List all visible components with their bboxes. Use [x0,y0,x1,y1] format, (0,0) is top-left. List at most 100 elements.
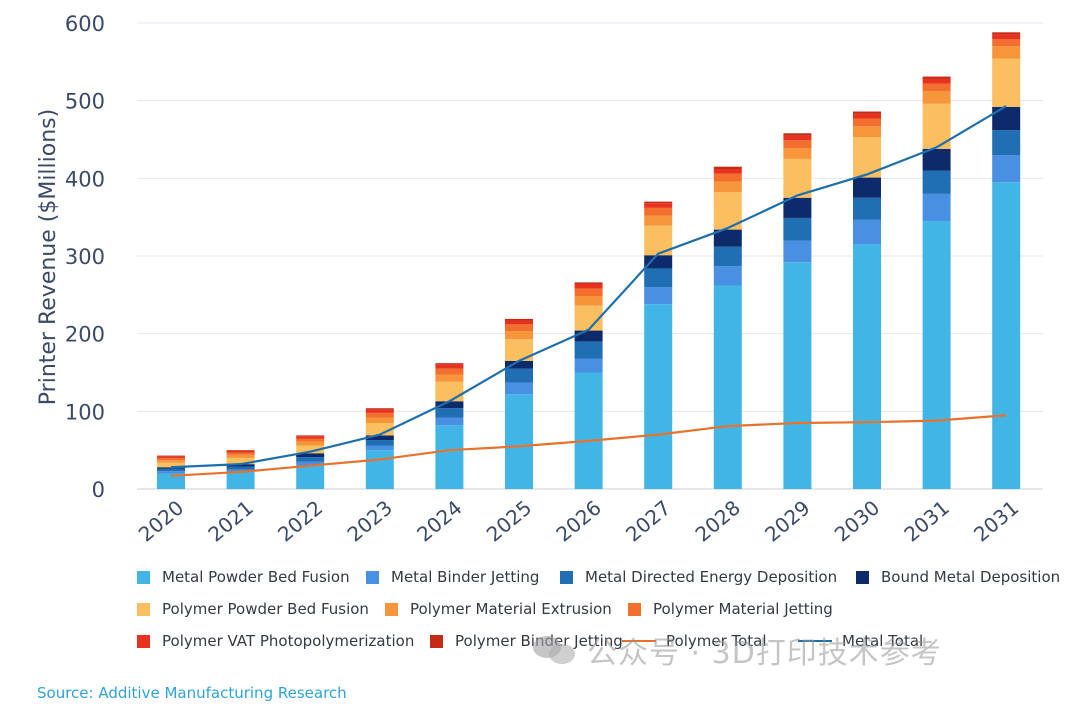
bar-stacks [157,32,1021,490]
bar-segment [157,457,185,461]
bar-segment [713,169,742,174]
bar-segment [296,457,325,462]
bar-segment [783,262,812,489]
bar-segment [157,468,185,472]
bar-segment [574,296,603,306]
bar-segment [435,374,464,382]
bar-segment [157,462,185,468]
wechat-icon [533,634,577,666]
bar-segment [505,394,533,489]
watermark-text: 公众号 · 3D打印技术参考 [587,636,942,671]
bar-segment [435,368,464,375]
bar-segment [435,381,464,402]
bar-segment [505,368,533,383]
bar-segment [505,339,533,361]
bar-segment [853,126,881,138]
x-tick-label: 2024 [412,495,466,546]
bar-segment [296,453,325,458]
bar-segment [505,320,533,325]
bar-segment [365,435,394,441]
bar-segment [296,445,325,454]
bar-segment [922,148,951,171]
bar-segment [644,287,673,305]
bar-segment [435,363,464,365]
bar-segment [853,111,881,114]
series-line [170,414,1007,477]
x-tick-label: 2028 [691,495,745,546]
y-tick-label: 0 [92,478,105,502]
x-tick-label: 2031 [969,495,1023,546]
bar-segment [644,255,673,269]
bar-segment [922,221,951,490]
bar-segment [713,266,742,286]
bar-segment [157,471,185,474]
bar-segment [922,78,951,84]
y-axis-ticks: 0 100 200 300 400 500 600 [65,12,105,502]
bar-segment [226,450,255,451]
bar-segment [853,197,881,220]
bar-segment [574,288,603,297]
bar-segment [435,408,464,418]
x-tick-label: 2022 [273,495,327,546]
bar-segment [922,193,951,222]
bar-segment [296,436,325,439]
y-tick-label: 300 [65,245,105,269]
bar-segment [574,358,603,373]
y-tick-label: 400 [65,167,105,191]
bar-segment [713,181,742,193]
x-tick-label: 2031 [899,495,953,546]
y-axis-label: Printer Revenue ($Millions) [36,109,61,405]
bar-segment [644,203,673,208]
bar-segment [365,445,394,451]
bar-segment [992,32,1021,35]
bar-segment [296,461,325,466]
x-tick-label: 2021 [203,495,257,546]
y-tick-label: 600 [65,12,105,36]
source-note: Source: Additive Manufacturing Research [37,684,347,702]
bar-segment [922,170,951,194]
bar-segment [783,158,812,198]
bar-segment [713,229,742,247]
bar-segment [435,401,464,409]
x-tick-label: 2023 [343,495,397,546]
x-tick-label: 2030 [830,495,884,546]
y-tick-label: 500 [65,90,105,114]
bar-segment [226,454,255,458]
bar-segment [922,76,951,79]
bar-segment [226,466,255,470]
bar-segment [644,201,673,204]
bar-segment [853,177,881,198]
bar-segment [713,173,742,182]
bar-segment [574,330,603,342]
bar-segment [644,304,673,489]
y-tick-label: 100 [65,400,105,424]
bar-segment [574,341,603,359]
y-tick-label: 200 [65,323,105,347]
bar-segment [296,441,325,446]
total-lines [170,105,1007,477]
x-tick-label: 2020 [134,495,188,546]
bar-segment [644,215,673,226]
bar-segment [713,246,742,267]
bar-segment [853,118,881,127]
bar-segment [365,408,394,410]
bar-segment [992,34,1021,40]
bar-segment [226,452,255,455]
bar-segment [296,465,325,489]
bar-segment [644,207,673,216]
bar-segment [157,455,185,457]
bar-segment [574,372,603,489]
bar-segment [783,140,812,149]
bar-segment [574,282,603,284]
bar-segment [713,285,742,489]
x-tick-label: 2027 [621,495,675,546]
bar-segment [505,382,533,395]
bar-segment [226,457,255,465]
bar-segment [505,318,533,321]
bar-segment [226,450,255,453]
bar-segment [365,409,394,413]
bar-segment [505,331,533,340]
bar-segment [783,197,812,218]
bar-segment [435,425,464,489]
bar-segment [226,471,255,489]
